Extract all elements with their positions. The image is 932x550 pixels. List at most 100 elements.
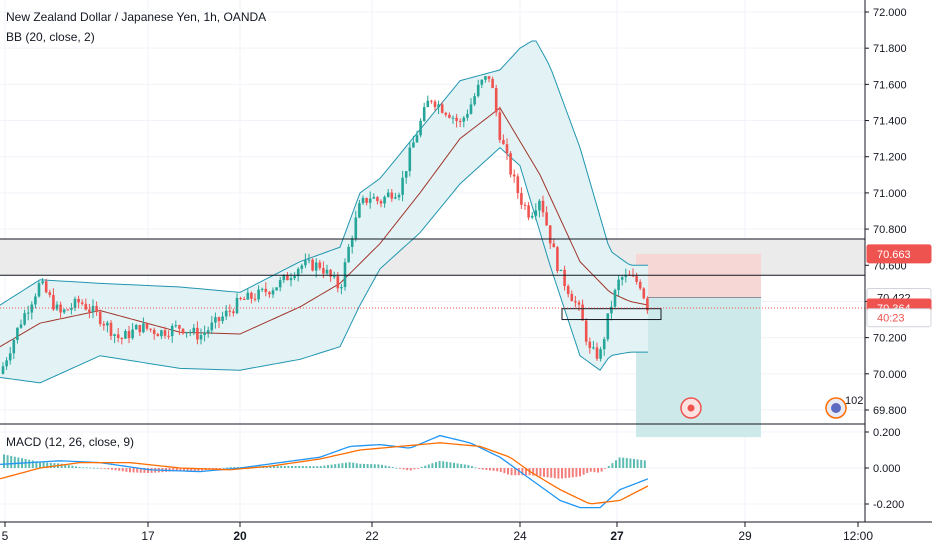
candle-body: [221, 316, 224, 322]
candle-body: [278, 280, 282, 288]
macd-histogram-bar: [129, 468, 131, 473]
macd-histogram-bar: [35, 461, 38, 468]
candle-body: [23, 313, 26, 325]
macd-histogram-bar: [582, 468, 585, 475]
macd-histogram-bar: [352, 462, 355, 468]
candle-body: [509, 153, 512, 175]
candle-body: [156, 334, 160, 337]
candle-body: [386, 192, 390, 197]
candle-body: [469, 104, 473, 114]
macd-histogram-bar: [499, 468, 502, 472]
macd-histogram-bar: [532, 468, 535, 476]
macd-histogram-bar: [431, 463, 434, 468]
candle-body: [307, 259, 311, 261]
macd-histogram-bar: [391, 467, 394, 468]
countdown-badge: [866, 308, 932, 328]
candle-body: [268, 292, 271, 295]
candle-body: [588, 341, 592, 349]
macd-histogram-bar: [395, 467, 398, 469]
macd-histogram-bar: [42, 462, 45, 468]
macd-histogram-bar: [334, 464, 337, 468]
candle-body: [145, 323, 149, 329]
macd-histogram-bar: [611, 463, 614, 468]
candle-body: [408, 147, 412, 172]
macd-histogram-bar: [103, 468, 106, 469]
candle-body: [610, 306, 613, 314]
macd-histogram-bar: [579, 468, 581, 477]
macd-histogram-bar: [557, 468, 560, 479]
macd-histogram-bar: [341, 463, 344, 468]
macd-histogram-bar: [323, 465, 326, 468]
candle-body: [566, 286, 570, 294]
macd-histogram-bar: [445, 461, 448, 468]
macd-histogram-bar: [456, 463, 459, 468]
candle-body: [502, 139, 505, 145]
alert-icon-dot: [687, 404, 695, 412]
macd-histogram-bar: [643, 460, 646, 468]
candle-body: [343, 262, 347, 287]
x-tick-label: 24: [513, 529, 527, 543]
lower-band-line: [0, 147, 648, 384]
macd-histogram-bar: [85, 467, 88, 469]
candle-body: [606, 313, 610, 340]
x-tick-label: 17: [141, 529, 155, 543]
macd-histogram-bar: [186, 468, 189, 471]
candle-body: [142, 323, 145, 333]
candle-body: [318, 262, 322, 269]
candle-body: [70, 308, 73, 310]
macd-histogram-bar: [435, 462, 437, 468]
stop-price-badge-text: 70.663: [877, 249, 911, 261]
candle-body: [80, 302, 84, 304]
candle-body: [440, 104, 444, 113]
macd-histogram-bar: [75, 466, 77, 468]
candle-body: [138, 325, 142, 333]
candle-body: [188, 332, 192, 334]
y-tick-label: 70.800: [873, 224, 907, 236]
candle-body: [152, 329, 156, 335]
candle-body: [494, 87, 498, 113]
macd-histogram-bar: [571, 468, 574, 478]
macd-histogram-bar: [463, 464, 466, 468]
macd-histogram-bar: [593, 468, 596, 473]
candle-body: [228, 310, 232, 312]
candle-body: [638, 281, 642, 289]
candle-body: [131, 329, 134, 339]
candle-body: [430, 100, 433, 102]
macd-histogram-bar: [366, 464, 369, 468]
candle-body: [206, 330, 210, 333]
macd-histogram-bar: [294, 465, 297, 468]
y-tick-label: 71.200: [873, 152, 907, 164]
candle-body: [106, 322, 109, 326]
candle-body: [289, 278, 293, 281]
macd-histogram-bar: [449, 462, 452, 468]
macd-histogram-bar: [355, 463, 358, 468]
macd-histogram-bar: [13, 456, 16, 468]
candle-body: [462, 117, 466, 122]
x-tick-label: 27: [610, 529, 624, 543]
candle-body: [210, 322, 214, 331]
candle-body: [570, 293, 574, 302]
candle-body: [620, 277, 624, 280]
candle-body: [347, 246, 350, 263]
candle-body: [577, 302, 581, 305]
macd-histogram-bar: [503, 468, 506, 474]
candle-body: [55, 304, 59, 310]
candle-body: [451, 117, 455, 119]
candle-body: [26, 312, 30, 314]
candle-body: [332, 276, 336, 278]
signal-line: [0, 442, 649, 505]
candle-body: [613, 290, 617, 307]
y-tick-label: 72.000: [873, 7, 907, 19]
candle-body: [397, 194, 401, 198]
candle-body: [275, 287, 278, 291]
candle-body: [505, 144, 509, 154]
macd-histogram-bar: [474, 467, 477, 469]
candle-body: [239, 297, 242, 299]
macd-histogram-bar: [226, 467, 229, 469]
macd-histogram-bar: [561, 468, 563, 479]
macd-histogram-bar: [60, 463, 63, 468]
candle-body: [185, 332, 188, 334]
macd-histogram-bar: [525, 468, 527, 476]
macd-histogram-bar: [633, 459, 635, 468]
x-tick-label: 12:00: [843, 529, 873, 543]
